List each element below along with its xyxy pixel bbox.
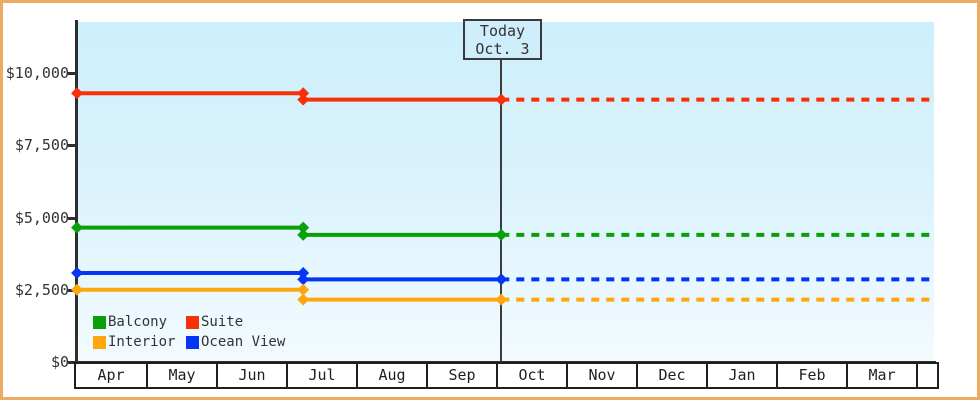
today-vertical-line	[500, 59, 502, 362]
legend-label: Interior	[108, 334, 176, 350]
plot-area	[78, 22, 934, 362]
legend-swatch-icon	[186, 335, 199, 349]
x-axis-month-aug: Aug	[356, 364, 426, 387]
legend-label: Suite	[201, 314, 244, 330]
x-axis-month-apr: Apr	[97, 366, 125, 384]
x-axis-month-nov: Nov	[566, 364, 636, 387]
x-axis-month-dec: Dec	[636, 364, 706, 387]
x-axis-month-jan: Jan	[706, 364, 776, 387]
legend-item-interior: Interior	[93, 335, 186, 349]
y-axis-tick-label: $0	[50, 353, 69, 371]
y-axis-tick-label: $7,500	[14, 136, 69, 155]
legend-swatch-icon	[93, 335, 106, 349]
today-callout-line1: Today	[479, 22, 526, 40]
legend: Balcony Suite Interior Ocean View	[93, 315, 285, 349]
x-axis-month-mar: Mar	[846, 364, 916, 387]
y-axis-tick-label: $2,500	[14, 280, 69, 299]
x-axis-month-row: Apr May Jun Jul Aug Sep Oct Nov Dec Jan Feb Mar	[74, 362, 939, 389]
x-axis-month-feb: Feb	[776, 364, 846, 387]
y-axis-tick-label: $5,000	[14, 208, 69, 227]
legend-swatch-icon	[186, 315, 199, 329]
legend-swatch-icon	[93, 315, 106, 329]
y-axis-tick-label: $10,000	[5, 64, 69, 82]
x-axis-month-may: May	[146, 364, 216, 387]
x-axis-month-jun: Jun	[216, 364, 286, 387]
legend-item-balcony: Balcony	[93, 315, 186, 329]
y-axis-tick-mark	[68, 72, 76, 75]
legend-label: Ocean View	[201, 334, 286, 350]
x-axis-month-oct: Oct	[496, 364, 566, 387]
today-callout-line2: Oct. 3	[475, 40, 530, 58]
legend-item-suite: Suite	[186, 315, 285, 329]
x-axis-month-partial	[916, 364, 937, 387]
x-axis-month-jul: Jul	[286, 364, 356, 387]
x-axis-month-sep: Sep	[426, 364, 496, 387]
legend-label: Balcony	[108, 314, 168, 330]
y-axis-tick-mark	[68, 361, 76, 364]
y-axis-tick-mark	[68, 216, 76, 220]
legend-item-ocean-view: Ocean View	[186, 335, 285, 349]
y-axis-line	[75, 20, 78, 369]
y-axis-tick-mark	[68, 144, 76, 148]
today-callout: Today Oct. 3	[463, 19, 542, 60]
